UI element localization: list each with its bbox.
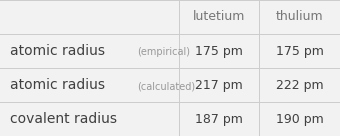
- Text: (calculated): (calculated): [137, 81, 195, 91]
- Text: (empirical): (empirical): [137, 47, 190, 57]
- Text: atomic radius: atomic radius: [10, 78, 105, 92]
- Text: lutetium: lutetium: [192, 10, 245, 24]
- Text: atomic radius: atomic radius: [10, 44, 105, 58]
- Text: 190 pm: 190 pm: [276, 112, 323, 126]
- Text: 217 pm: 217 pm: [195, 78, 243, 92]
- Text: 222 pm: 222 pm: [276, 78, 323, 92]
- Text: 187 pm: 187 pm: [195, 112, 243, 126]
- Text: 175 pm: 175 pm: [195, 44, 243, 58]
- Text: covalent radius: covalent radius: [10, 112, 117, 126]
- Text: 175 pm: 175 pm: [276, 44, 323, 58]
- Text: thulium: thulium: [276, 10, 323, 24]
